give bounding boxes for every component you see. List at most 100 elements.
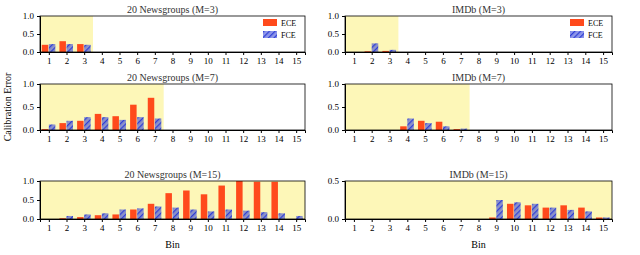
title: IMDb (M=7) bbox=[452, 72, 505, 84]
tick-label: 1 bbox=[352, 134, 357, 144]
tick-mark bbox=[120, 219, 121, 222]
legend-label: ECE bbox=[281, 19, 296, 28]
bar bbox=[148, 204, 155, 219]
tick-mark bbox=[37, 200, 40, 201]
tick-mark bbox=[342, 52, 345, 53]
tick-label: 1 bbox=[47, 223, 52, 233]
tick-mark bbox=[496, 52, 497, 55]
tick-label: 12 bbox=[546, 223, 555, 233]
tick-mark bbox=[390, 52, 391, 55]
tick-label: 15 bbox=[292, 56, 302, 66]
active-bins bbox=[40, 16, 93, 52]
tick: 3 bbox=[82, 219, 87, 233]
tick: 12 bbox=[239, 219, 248, 233]
tick-mark bbox=[261, 52, 262, 55]
tick-mark bbox=[342, 16, 345, 17]
tick: 14 bbox=[581, 130, 591, 144]
bar bbox=[425, 123, 432, 130]
tick-label: 5 bbox=[118, 134, 123, 144]
tick-mark bbox=[37, 34, 40, 35]
tick: 11 bbox=[528, 52, 537, 66]
tick-mark bbox=[137, 219, 138, 222]
tick-mark bbox=[37, 52, 40, 53]
tick: 5 bbox=[118, 219, 123, 233]
tick: 3 bbox=[82, 52, 87, 66]
bar bbox=[407, 119, 414, 131]
tick: 7 bbox=[459, 52, 464, 66]
bar bbox=[243, 211, 250, 219]
tick: 0.5 bbox=[23, 29, 40, 39]
tick: 14 bbox=[581, 52, 591, 66]
tick-label: 10 bbox=[204, 223, 214, 233]
tick-mark bbox=[37, 181, 40, 182]
tick-mark bbox=[354, 219, 355, 222]
bar bbox=[77, 44, 84, 52]
frame bbox=[345, 84, 612, 130]
axis-line bbox=[346, 53, 613, 56]
bar bbox=[95, 114, 102, 130]
tick-label: 10 bbox=[510, 134, 520, 144]
y-label: Calibration Error bbox=[2, 72, 13, 141]
tick: 11 bbox=[222, 130, 231, 144]
bar bbox=[102, 117, 109, 130]
tick-mark bbox=[84, 219, 85, 222]
active-bins bbox=[40, 84, 164, 130]
tick-mark bbox=[390, 130, 391, 133]
tick-label: 11 bbox=[222, 56, 231, 66]
y-axis: 0.00.51.0 bbox=[23, 11, 41, 57]
bar bbox=[137, 208, 144, 219]
plot-area bbox=[345, 181, 612, 219]
tick: 12 bbox=[239, 130, 248, 144]
tick-mark bbox=[67, 219, 68, 222]
panel: 1234567891011121314150.00.5IMDb (M=15)Bi… bbox=[328, 169, 613, 250]
bar bbox=[102, 213, 109, 219]
tick: 9 bbox=[495, 219, 500, 233]
tick-mark bbox=[296, 219, 297, 222]
tick-mark bbox=[67, 130, 68, 133]
tick: 10 bbox=[510, 130, 520, 144]
tick: 15 bbox=[292, 219, 302, 233]
bar bbox=[560, 205, 567, 219]
tick-mark bbox=[49, 52, 50, 55]
bar bbox=[296, 216, 303, 219]
tick-label: 3 bbox=[82, 223, 87, 233]
axis-line bbox=[41, 220, 306, 223]
tick: 3 bbox=[388, 219, 393, 233]
tick: 0.5 bbox=[328, 29, 345, 39]
tick: 0.0 bbox=[23, 214, 40, 224]
tick: 1.0 bbox=[23, 79, 40, 89]
tick-mark bbox=[296, 52, 297, 55]
tick: 11 bbox=[528, 130, 537, 144]
tick: 1 bbox=[352, 219, 357, 233]
tick: 2 bbox=[65, 52, 70, 66]
tick-mark bbox=[603, 219, 604, 222]
tick-mark bbox=[261, 130, 262, 133]
tick-mark bbox=[443, 219, 444, 222]
tick-label: 1.0 bbox=[328, 11, 340, 21]
tick: 8 bbox=[171, 130, 176, 144]
tick-label: 13 bbox=[564, 56, 574, 66]
tick-mark bbox=[479, 219, 480, 222]
title: 20 Newsgroups (M=7) bbox=[127, 72, 218, 84]
legend: ECEFCE bbox=[570, 19, 603, 40]
tick-label: 7 bbox=[153, 56, 158, 66]
tick-label: 4 bbox=[100, 223, 105, 233]
tick-label: 3 bbox=[388, 223, 393, 233]
legend-swatch bbox=[263, 19, 277, 26]
tick: 12 bbox=[546, 130, 555, 144]
tick: 1.0 bbox=[328, 79, 345, 89]
tick: 11 bbox=[222, 219, 231, 233]
tick-mark bbox=[137, 52, 138, 55]
tick-mark bbox=[479, 130, 480, 133]
tick-mark bbox=[585, 52, 586, 55]
tick: 2 bbox=[370, 219, 375, 233]
bar bbox=[173, 208, 180, 219]
tick-mark bbox=[120, 52, 121, 55]
tick: 2 bbox=[65, 219, 70, 233]
tick: 14 bbox=[581, 219, 591, 233]
legend: ECEFCE bbox=[263, 19, 296, 40]
tick-mark bbox=[208, 219, 209, 222]
tick: 1 bbox=[47, 52, 52, 66]
tick: 2 bbox=[65, 130, 70, 144]
tick-mark bbox=[155, 52, 156, 55]
